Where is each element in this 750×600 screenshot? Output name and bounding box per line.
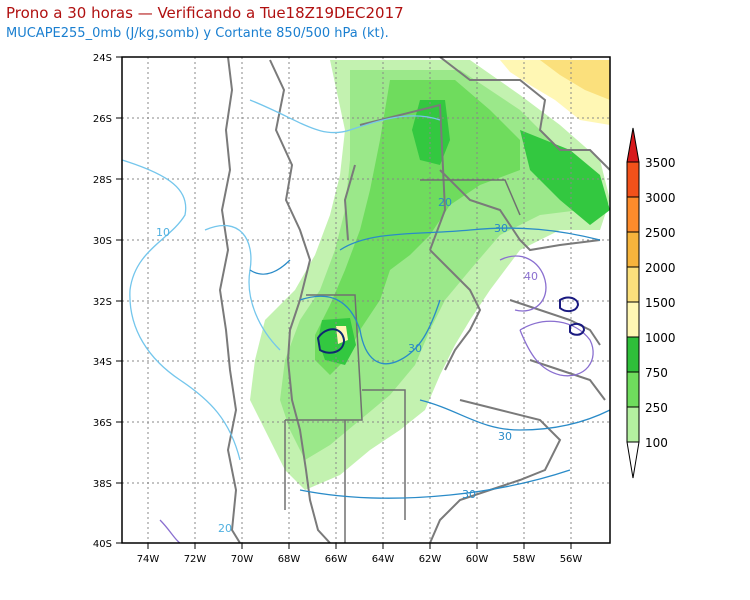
lat-label: 36S xyxy=(93,418,112,429)
map-title: Prono a 30 horas — Verificando a Tue18Z1… xyxy=(6,4,404,22)
lon-label: 72W xyxy=(184,554,207,565)
lon-label: 62W xyxy=(419,554,442,565)
colorbar-label: 100 xyxy=(645,436,668,450)
lat-label: 38S xyxy=(93,479,112,490)
colorbar-label: 3500 xyxy=(645,156,676,170)
tick-marks xyxy=(116,56,572,549)
shear-label-30-a: 30 xyxy=(494,222,508,235)
colorbar-label: 750 xyxy=(645,366,668,380)
colorbar-segment xyxy=(626,231,640,268)
lon-label: 74W xyxy=(137,554,160,565)
shear-label-30-c: 30 xyxy=(498,430,512,443)
colorbar-label: 2000 xyxy=(645,261,676,275)
shear-contours xyxy=(122,99,610,543)
colorbar-label: 250 xyxy=(645,401,668,415)
lat-label: 32S xyxy=(93,297,112,308)
lat-label: 40S xyxy=(93,539,112,550)
colorbar-bottom-arrow xyxy=(626,441,640,479)
map-grid xyxy=(122,57,610,543)
shear-label-20-b: 20 xyxy=(218,522,232,535)
colorbar-segment xyxy=(626,371,640,408)
lat-label: 30S xyxy=(93,236,112,247)
contour-labels: 10 20 20 30 30 30 30 40 xyxy=(156,196,538,535)
shear-label-10: 10 xyxy=(156,226,170,239)
lon-label: 60W xyxy=(466,554,489,565)
colorbar-segment xyxy=(626,336,640,373)
colorbar-label: 3000 xyxy=(645,191,676,205)
colorbar-segment xyxy=(626,301,640,338)
lat-label: 26S xyxy=(93,114,112,125)
map-subtitle: MUCAPE255_0mb (J/kg,somb) y Cortante 850… xyxy=(6,26,389,41)
lat-label: 24S xyxy=(93,53,112,64)
colorbar-top-arrow xyxy=(626,127,640,163)
lon-label: 68W xyxy=(278,554,301,565)
colorbar: 3500 3000 2500 2000 1500 1000 750 250 10… xyxy=(626,127,676,479)
shear-label-30-d: 30 xyxy=(462,488,476,501)
lon-label: 64W xyxy=(372,554,395,565)
latitude-labels: 24S 26S 28S 30S 32S 34S 36S 38S 40S xyxy=(93,53,112,550)
lon-label: 66W xyxy=(325,554,348,565)
shear-label-40: 40 xyxy=(524,270,538,283)
colorbar-label: 1000 xyxy=(645,331,676,345)
colorbar-segment xyxy=(626,406,640,443)
colorbar-label: 2500 xyxy=(645,226,676,240)
borders xyxy=(218,57,610,543)
lon-label: 58W xyxy=(513,554,536,565)
lat-label: 28S xyxy=(93,175,112,186)
shear-label-30-b: 30 xyxy=(408,342,422,355)
shear-label-20-a: 20 xyxy=(438,196,452,209)
lat-label: 34S xyxy=(93,357,112,368)
province-lines xyxy=(284,179,521,543)
colorbar-segment xyxy=(626,161,640,198)
lon-label: 70W xyxy=(231,554,254,565)
longitude-labels: 74W 72W 70W 68W 66W 64W 62W 60W 58W 56W xyxy=(137,554,583,565)
lon-label: 56W xyxy=(560,554,583,565)
map-frame xyxy=(121,56,611,544)
colorbar-segment xyxy=(626,196,640,233)
colorbar-segment xyxy=(626,266,640,303)
colorbar-label: 1500 xyxy=(645,296,676,310)
